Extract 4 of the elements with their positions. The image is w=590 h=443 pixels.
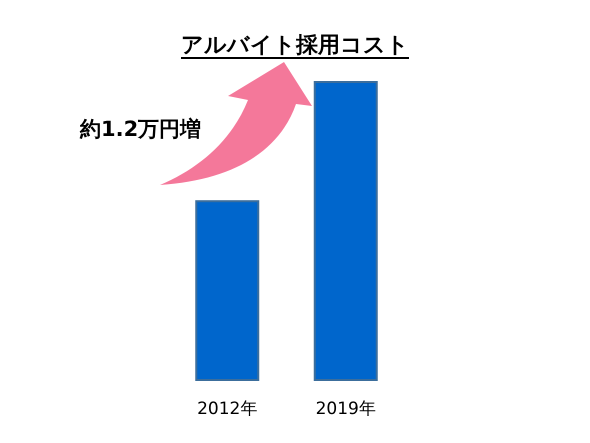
x-tick-label: 2012年 (197, 399, 258, 419)
x-tick-label: 2019年 (316, 399, 376, 419)
chart-title: アルバイト採用コスト (181, 33, 409, 58)
annotation: 約1.2万円増 (79, 117, 202, 141)
